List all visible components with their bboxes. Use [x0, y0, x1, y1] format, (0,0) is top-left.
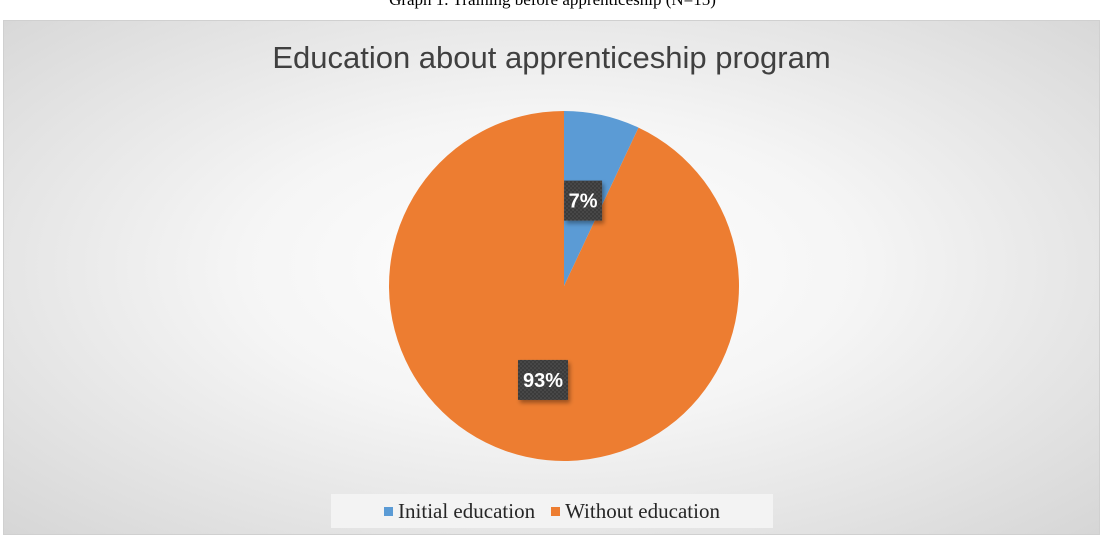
- legend-label-without-education: Without education: [565, 498, 720, 523]
- data-label-box-initial-education: [564, 180, 603, 221]
- legend: Initial education Without education: [331, 494, 773, 528]
- legend-item-without-education: Without education: [551, 499, 720, 524]
- legend-swatch-without-education: [551, 506, 561, 516]
- chart-area: Education about apprenticeship program 7…: [3, 20, 1100, 535]
- figure-caption: Graph 1. Training before apprenticeship …: [0, 0, 1105, 10]
- legend-item-initial-education: Initial education: [384, 499, 535, 524]
- data-label-initial-education: 7%: [569, 191, 598, 213]
- data-label-box-without-education: [518, 359, 569, 400]
- data-label-without-education: 93%: [523, 370, 563, 392]
- chart-title: Education about apprenticeship program: [272, 40, 831, 75]
- legend-swatch-initial-education: [384, 506, 394, 516]
- pie-chart: 7% 93%: [388, 111, 739, 462]
- pie-slice-without-education: [388, 111, 739, 462]
- legend-label-initial-education: Initial education: [398, 498, 536, 523]
